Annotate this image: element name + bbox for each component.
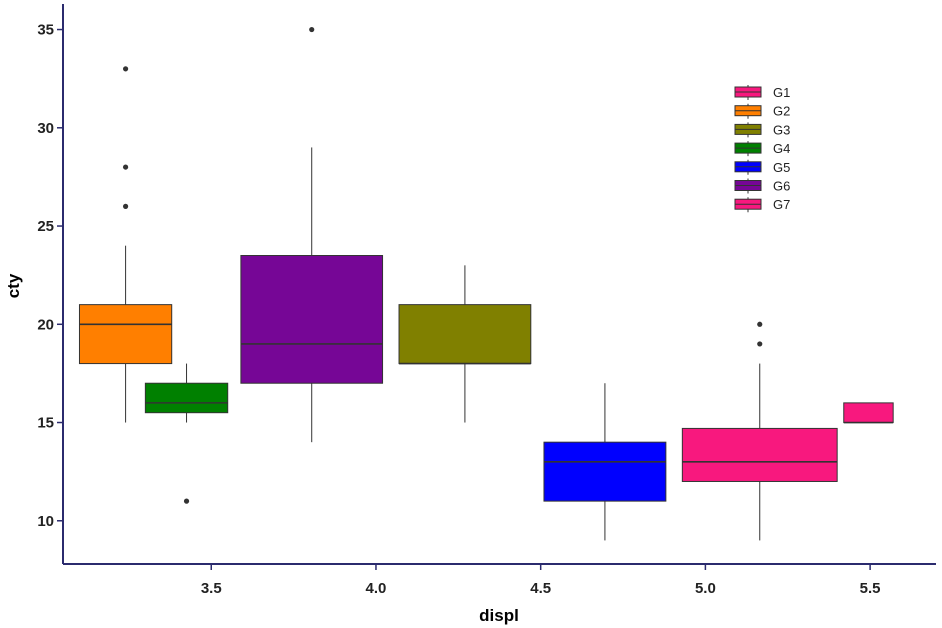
legend-item-g4: G4: [734, 141, 790, 157]
legend-item-g1: G1: [734, 85, 790, 100]
box-g7-6: [843, 402, 894, 424]
legend-item-g5: G5: [734, 159, 790, 175]
x-tick-label: 4.0: [366, 580, 387, 597]
y-axis-title: cty: [4, 273, 23, 298]
box-body: [398, 304, 532, 365]
box-body: [843, 402, 894, 424]
legend-label: G2: [773, 104, 790, 119]
legend-label: G7: [773, 197, 790, 212]
box-body: [78, 304, 173, 365]
outlier-point: [309, 26, 315, 33]
outlier-point: [122, 164, 129, 170]
box-body: [681, 427, 838, 482]
legend-item-g2: G2: [734, 103, 790, 119]
box-g1-5: [681, 321, 838, 541]
outlier-point: [757, 341, 763, 347]
legend-item-g3: G3: [734, 122, 790, 138]
x-tick-label: 3.5: [201, 580, 222, 597]
outlier-point: [122, 203, 129, 209]
y-tick-label: 10: [37, 513, 54, 530]
box-g5-4: [543, 383, 667, 541]
box-g2-0: [78, 66, 173, 423]
box-g4-1: [144, 363, 229, 504]
box-body: [240, 255, 384, 384]
y-tick-label: 20: [37, 316, 54, 333]
x-axis-title: displ: [479, 606, 519, 625]
legend-label: G6: [773, 179, 790, 194]
x-tick-label: 4.5: [530, 580, 551, 597]
box-body: [543, 441, 667, 502]
legend-label: G5: [773, 160, 790, 175]
legend-item-g6: G6: [734, 178, 790, 194]
boxes-layer: [78, 26, 894, 541]
x-tick-label: 5.0: [695, 580, 716, 597]
legend-label: G3: [773, 122, 790, 137]
legend: G1 G2 G3 G4 G5 G6 G7: [734, 85, 790, 213]
legend-label: G4: [773, 141, 790, 156]
legend-item-g7: G7: [734, 197, 790, 213]
outlier-point: [183, 498, 190, 504]
outlier-point: [757, 321, 763, 327]
y-tick-label: 25: [37, 218, 54, 235]
box-body: [144, 382, 229, 414]
legend-label: G1: [773, 85, 790, 100]
x-tick-label: 5.5: [860, 580, 881, 597]
y-tick-label: 15: [37, 415, 54, 432]
axes-layer: 10 15 20 25 30 35 3.5 4.0 4.5 5.0 5.5: [37, 4, 936, 597]
y-tick-label: 35: [37, 22, 54, 39]
outlier-point: [122, 66, 129, 72]
box-g6-2: [240, 26, 384, 443]
box-g3-3: [398, 265, 532, 423]
y-tick-label: 30: [37, 120, 54, 137]
